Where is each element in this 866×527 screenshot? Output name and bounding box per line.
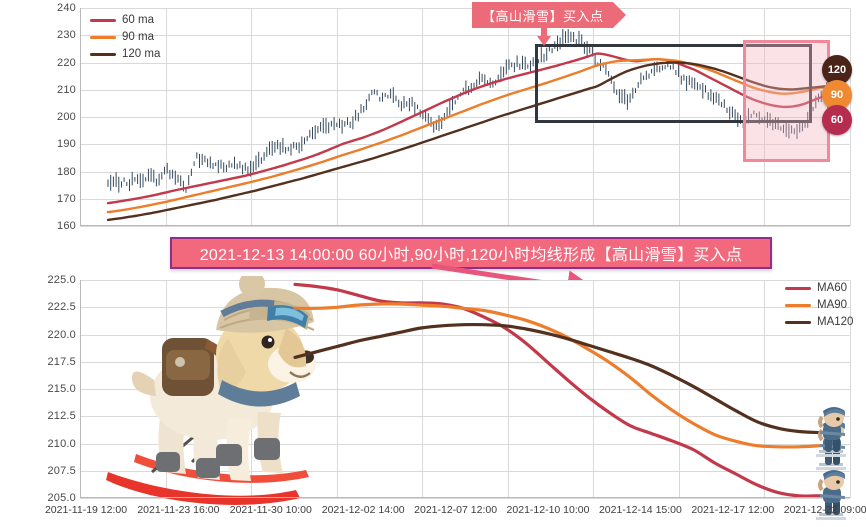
legend-item-label: 60 ma bbox=[122, 14, 154, 26]
y-axis-tick-label: 200 bbox=[57, 111, 76, 123]
y-axis-tick-label: 210.0 bbox=[47, 437, 76, 450]
legend-item[interactable]: MA120 bbox=[785, 316, 853, 328]
gridline-vertical bbox=[679, 8, 680, 226]
legend-item[interactable]: 120 ma bbox=[90, 48, 160, 60]
buy-point-highlight-box bbox=[743, 40, 830, 162]
ma-line-MA120 bbox=[293, 322, 822, 435]
buy-point-flag-label: 【高山滑雪】买入点 bbox=[482, 8, 604, 24]
ma-line-MA60 bbox=[293, 282, 822, 498]
legend-item-label: MA90 bbox=[817, 299, 848, 311]
gridline-horizontal bbox=[80, 416, 850, 418]
down-arrow-icon bbox=[537, 24, 551, 48]
gridline-vertical bbox=[508, 8, 509, 226]
legend-item[interactable]: 60 ma bbox=[90, 14, 160, 26]
x-axis-tick-label: 2021-12-22 09:00 bbox=[783, 504, 866, 516]
gridline-horizontal bbox=[80, 62, 850, 64]
ma-badge-60[interactable]: 60 bbox=[822, 105, 852, 135]
y-axis-tick-label: 212.5 bbox=[47, 410, 76, 423]
gridline-horizontal bbox=[80, 226, 850, 227]
y-axis-tick-label: 207.5 bbox=[47, 464, 76, 477]
legend-color-swatch bbox=[785, 286, 811, 290]
gridline-horizontal bbox=[80, 117, 850, 118]
legend-item[interactable]: MA90 bbox=[785, 299, 853, 311]
gridline-horizontal bbox=[80, 334, 850, 336]
legend-color-swatch bbox=[90, 35, 116, 39]
ma-line-90-ma bbox=[106, 58, 844, 214]
gridline-horizontal bbox=[80, 443, 850, 445]
x-axis-tick-label: 2021-12-10 10:00 bbox=[506, 504, 590, 516]
legend-color-swatch bbox=[785, 303, 811, 307]
y-axis-tick-label: 210 bbox=[57, 83, 76, 96]
gridline-horizontal bbox=[80, 280, 850, 281]
y-axis-tick-label: 240 bbox=[57, 2, 76, 14]
top-chart-panel: 240 230 220 210 200 190 180 170 160 60 ma 90 ma 12… bbox=[0, 0, 866, 232]
gridline-vertical bbox=[422, 280, 423, 498]
y-axis-tick-label: 190 bbox=[57, 138, 76, 151]
y-axis-tick-label: 222.5 bbox=[47, 301, 76, 314]
gridline-vertical bbox=[337, 8, 338, 226]
legend-color-swatch bbox=[90, 18, 116, 22]
buy-point-flag: 【高山滑雪】买入点 bbox=[472, 2, 625, 28]
y-axis-tick-label: 225.0 bbox=[47, 274, 76, 286]
gridline-horizontal bbox=[80, 198, 850, 200]
gridline-horizontal bbox=[80, 389, 850, 390]
gridline-vertical bbox=[850, 280, 851, 498]
y-axis-tick-label: 205.0 bbox=[47, 492, 76, 504]
ma-line-MA90 bbox=[293, 302, 822, 449]
gridline-vertical bbox=[251, 8, 252, 226]
x-axis-tick-label: 2021-11-23 16:00 bbox=[137, 504, 220, 516]
y-axis-tick-label: 217.5 bbox=[47, 355, 76, 368]
gridline-horizontal bbox=[80, 89, 850, 91]
buy-point-banner-text: 2021-12-13 14:00:00 60小时,90小时,120小时均线形成【… bbox=[199, 247, 743, 264]
top-chart-legend: 60 ma 90 ma 120 ma bbox=[90, 14, 160, 60]
gridline-vertical bbox=[593, 280, 594, 498]
bottom-chart-series bbox=[293, 282, 822, 498]
legend-item-label: MA60 bbox=[817, 282, 848, 294]
legend-item[interactable]: MA60 bbox=[785, 282, 853, 294]
bottom-chart-plot-area bbox=[80, 271, 851, 520]
legend-item-label: 120 ma bbox=[122, 48, 161, 60]
x-axis-tick-label: 2021-12-14 15:00 bbox=[598, 504, 682, 516]
legend-item-label: 90 ma bbox=[122, 31, 154, 43]
consolidation-box bbox=[535, 44, 812, 123]
y-axis-tick-label: 230 bbox=[57, 29, 76, 42]
y-axis-tick-label: 215.0 bbox=[47, 383, 76, 395]
gridline-vertical bbox=[337, 280, 338, 498]
gridline-horizontal bbox=[80, 498, 850, 499]
gridline-horizontal bbox=[80, 35, 850, 37]
bottom-chart-legend: MA60 MA90 MA120 bbox=[785, 282, 853, 328]
gridline-horizontal bbox=[80, 8, 850, 9]
y-axis-tick-label: 220 bbox=[57, 56, 76, 69]
gridline-horizontal bbox=[80, 171, 850, 173]
legend-item[interactable]: 90 ma bbox=[90, 31, 160, 43]
x-axis-tick-label: 2021-12-07 12:00 bbox=[414, 504, 498, 516]
gridline-vertical bbox=[764, 280, 765, 498]
gridline-vertical bbox=[593, 8, 594, 226]
x-axis-tick-label: 2021-12-17 12:00 bbox=[691, 504, 775, 516]
y-axis-tick-label: 220.0 bbox=[47, 328, 76, 341]
legend-color-swatch bbox=[785, 320, 811, 324]
y-axis-tick-label: 170 bbox=[57, 192, 76, 205]
legend-item-label: MA120 bbox=[817, 316, 854, 328]
ma-line-60-ma bbox=[106, 52, 844, 205]
y-axis-tick-label: 180 bbox=[57, 165, 76, 178]
gridline-horizontal bbox=[80, 361, 850, 363]
buy-point-banner: 2021-12-13 14:00:00 60小时,90小时,120小时均线形成【… bbox=[170, 237, 772, 269]
bottom-chart-panel: 225.0 222.5 220.0 217.5 215.0 212.5 210.0 207.5… bbox=[0, 270, 866, 521]
gridline-horizontal bbox=[80, 470, 850, 472]
x-axis-tick-label: 2021-12-02 14:00 bbox=[321, 504, 405, 516]
ma-line-120-ma bbox=[106, 61, 844, 222]
bottom-chart-x-axis: 2021-11-19 12:00 2021-11-23 16:00 2021-11-… bbox=[0, 504, 866, 520]
gridline-horizontal bbox=[80, 144, 850, 146]
x-axis-tick-label: 2021-11-30 10:00 bbox=[229, 504, 312, 516]
gridline-vertical bbox=[679, 280, 680, 498]
x-axis-tick-label: 2021-11-19 12:00 bbox=[44, 504, 128, 516]
y-axis-tick-label: 160 bbox=[57, 220, 76, 232]
gridline-vertical bbox=[508, 280, 509, 498]
top-chart-series bbox=[106, 28, 844, 222]
legend-color-swatch bbox=[90, 52, 116, 56]
gridline-vertical bbox=[166, 8, 167, 226]
